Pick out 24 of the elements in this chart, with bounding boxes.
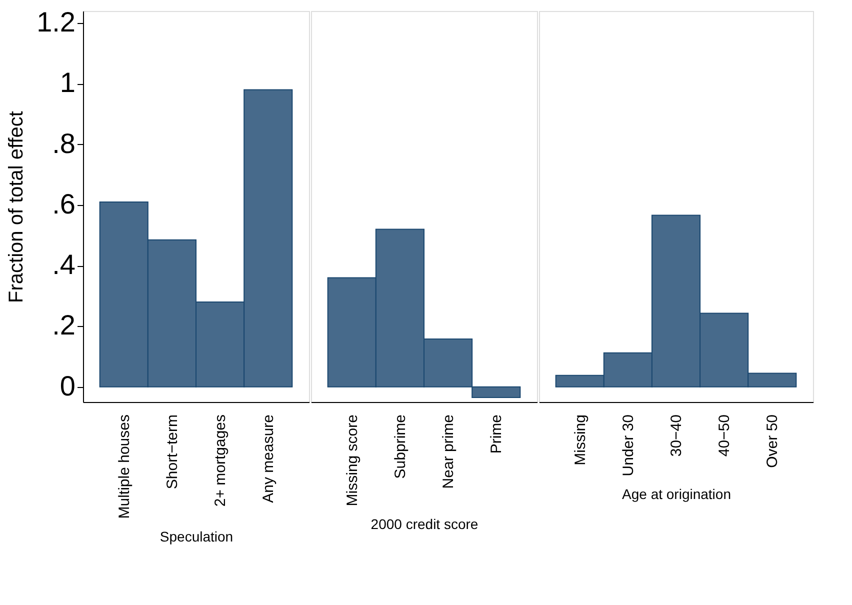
x-tick-label: Missing xyxy=(572,414,589,466)
x-tick-label: Any measure xyxy=(260,414,278,503)
x-tick-label: 40−50 xyxy=(716,414,734,457)
y-tick-label: .8 xyxy=(52,128,76,159)
x-tick-label: Subprime xyxy=(392,414,409,479)
y-tick-label: 1.2 xyxy=(36,6,76,38)
y-tick-label: .4 xyxy=(52,249,76,280)
x-tick-label: Prime xyxy=(488,414,506,454)
x-axis-title: Speculation xyxy=(160,528,234,545)
x-tick-label: Multiple houses xyxy=(116,414,133,519)
x-tick-label: Near prime xyxy=(440,414,458,489)
y-axis-title: Fraction of total effect xyxy=(6,110,28,303)
x-axis-title: 2000 credit score xyxy=(370,516,478,532)
x-tick-label: Over 50 xyxy=(764,414,782,468)
y-tick-label: 0 xyxy=(60,370,76,402)
x-tick-label: Under 30 xyxy=(620,414,637,476)
y-tick-label: .2 xyxy=(52,310,76,341)
y-tick-label: .6 xyxy=(52,188,76,220)
x-tick-label: Missing score xyxy=(344,414,361,506)
x-axis-title: Age at origination xyxy=(622,486,731,502)
x-tick-label: 2+ mortgages xyxy=(212,414,230,507)
y-tick-label: 1 xyxy=(60,67,76,98)
x-tick-label: Short−term xyxy=(164,414,181,490)
x-tick-label: 30−40 xyxy=(668,414,685,457)
